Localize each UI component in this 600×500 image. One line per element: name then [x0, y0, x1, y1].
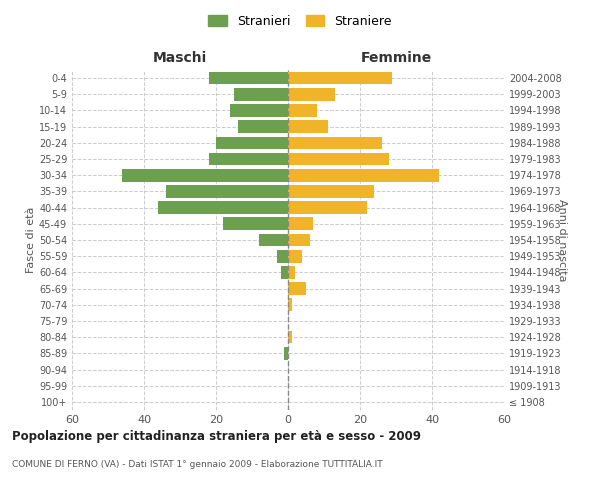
- Bar: [288, 266, 295, 278]
- Bar: [122, 169, 288, 181]
- Text: Maschi: Maschi: [153, 51, 207, 65]
- Text: COMUNE DI FERNO (VA) - Dati ISTAT 1° gennaio 2009 - Elaborazione TUTTITALIA.IT: COMUNE DI FERNO (VA) - Dati ISTAT 1° gen…: [12, 460, 383, 469]
- Bar: [288, 185, 374, 198]
- Bar: [288, 234, 310, 246]
- Bar: [288, 120, 328, 133]
- Bar: [288, 250, 302, 262]
- Bar: [288, 298, 292, 311]
- Bar: [288, 104, 317, 117]
- Bar: [277, 250, 288, 262]
- Y-axis label: Fasce di età: Fasce di età: [26, 207, 36, 273]
- Bar: [209, 72, 288, 85]
- Bar: [288, 88, 335, 101]
- Bar: [288, 282, 306, 295]
- Bar: [288, 331, 292, 344]
- Bar: [223, 218, 288, 230]
- Text: Femmine: Femmine: [361, 51, 431, 65]
- Bar: [281, 266, 288, 278]
- Bar: [288, 169, 439, 181]
- Legend: Stranieri, Straniere: Stranieri, Straniere: [205, 11, 395, 32]
- Bar: [288, 218, 313, 230]
- Y-axis label: Anni di nascita: Anni di nascita: [557, 198, 567, 281]
- Bar: [288, 72, 392, 85]
- Bar: [284, 347, 288, 360]
- Bar: [230, 104, 288, 117]
- Bar: [209, 152, 288, 166]
- Bar: [288, 202, 367, 214]
- Bar: [288, 152, 389, 166]
- Bar: [238, 120, 288, 133]
- Text: Popolazione per cittadinanza straniera per età e sesso - 2009: Popolazione per cittadinanza straniera p…: [12, 430, 421, 443]
- Bar: [234, 88, 288, 101]
- Bar: [158, 202, 288, 214]
- Bar: [216, 136, 288, 149]
- Bar: [259, 234, 288, 246]
- Bar: [166, 185, 288, 198]
- Bar: [288, 136, 382, 149]
